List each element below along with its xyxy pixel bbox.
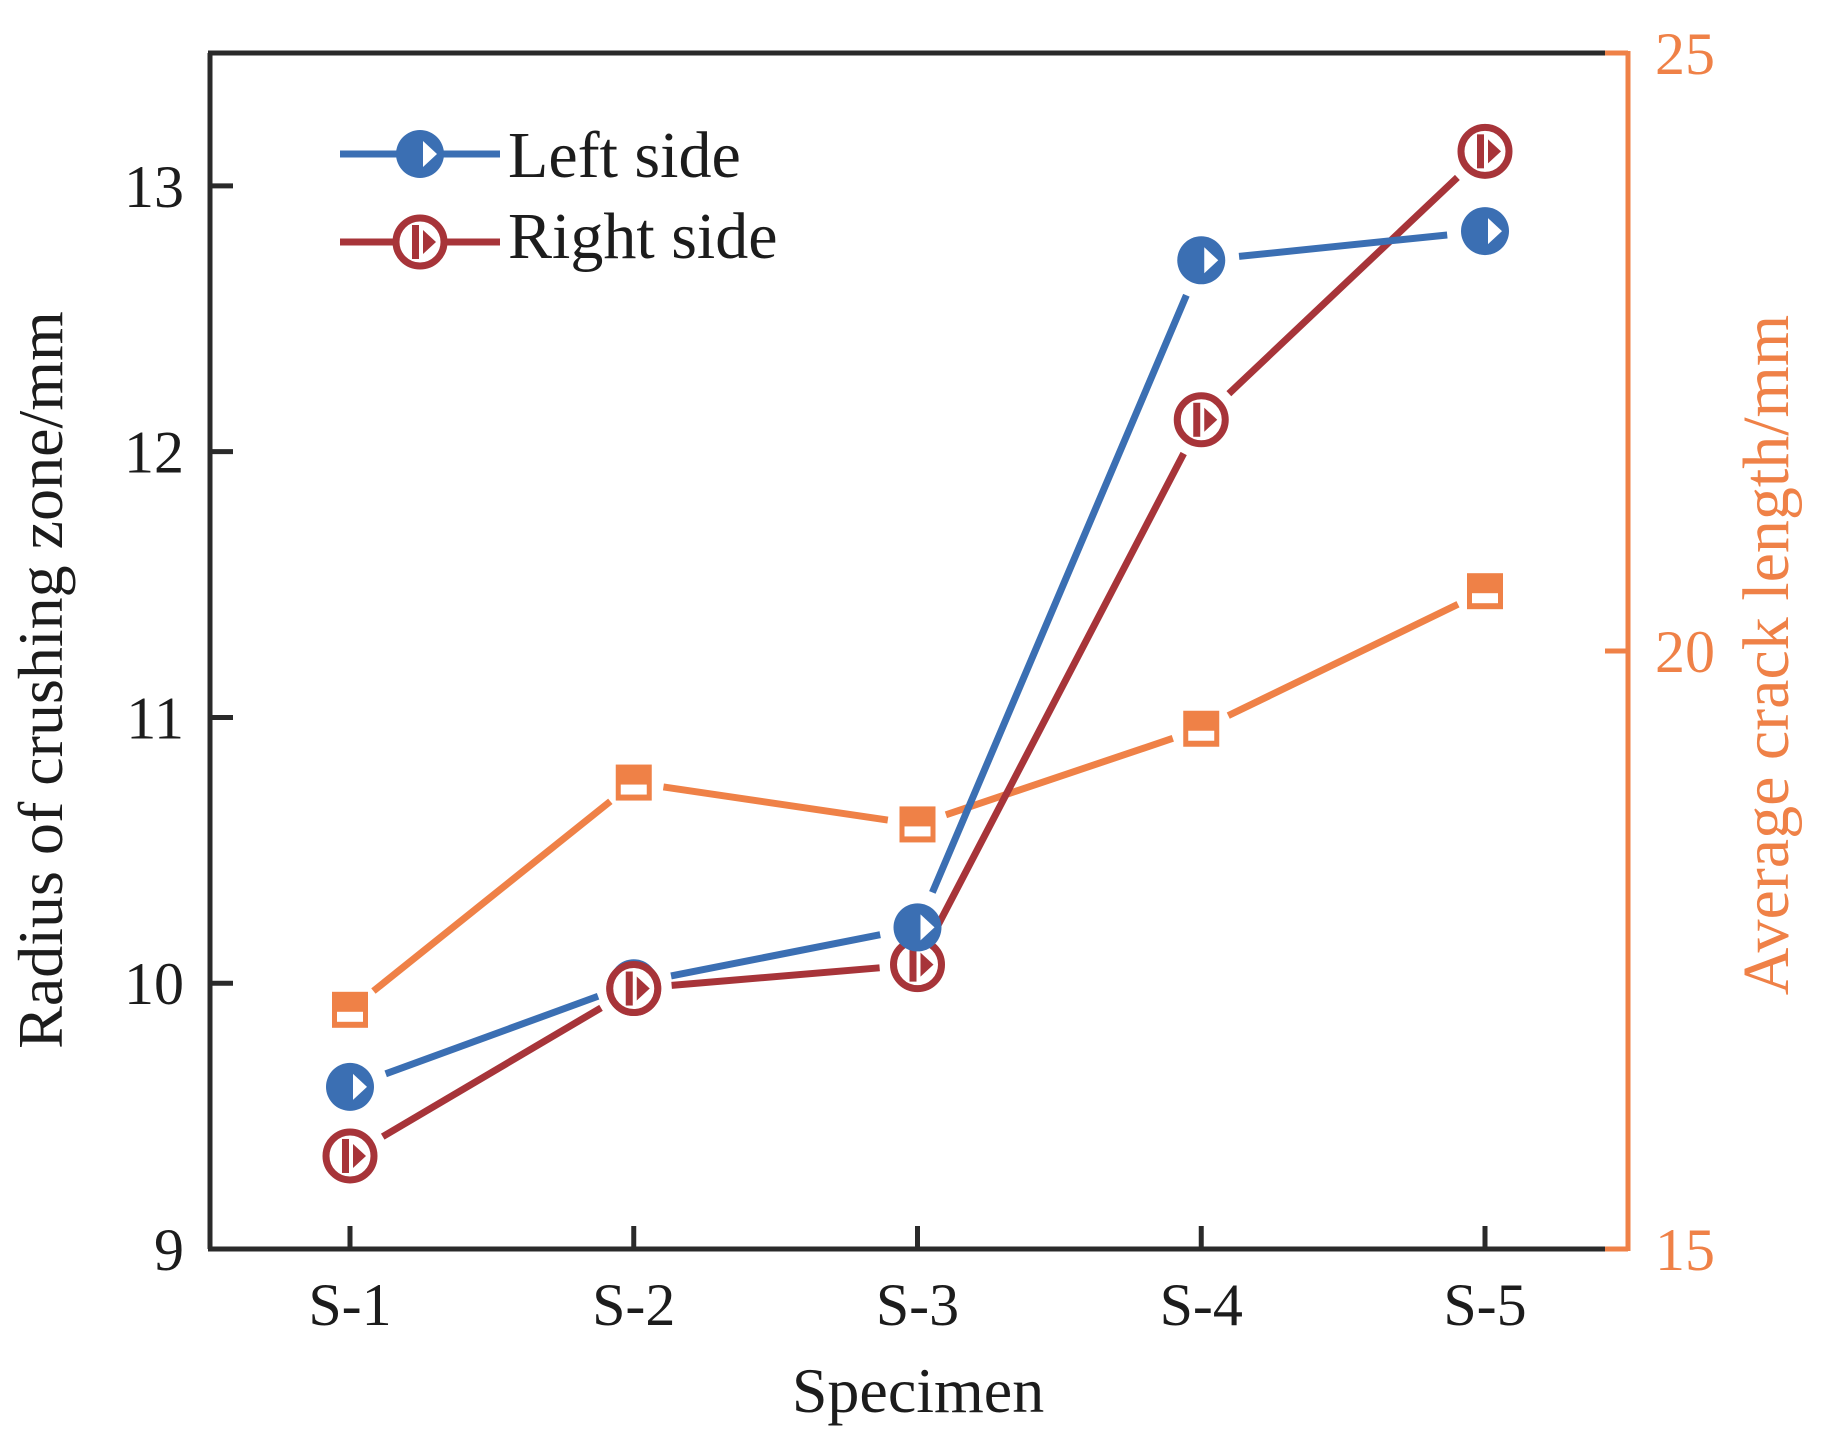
legend-label-right-side: Right side xyxy=(508,200,778,273)
y-right-tick-label: 25 xyxy=(1655,21,1715,87)
marker-circle xyxy=(396,130,444,178)
marker-bar xyxy=(1193,402,1201,437)
legend-item-right-side xyxy=(340,214,500,270)
data-point-right-side-S-5 xyxy=(1457,123,1513,179)
x-axis-title: Specimen xyxy=(792,1355,1044,1426)
data-point-right-side-S-4 xyxy=(1173,392,1229,448)
marker-bar xyxy=(412,225,419,259)
y-axis-title-right: Average crack length/mm xyxy=(1730,315,1803,995)
marker-circle xyxy=(1461,207,1509,256)
data-point-average-crack-length-S-4 xyxy=(1183,710,1220,747)
marker-triangle xyxy=(920,952,934,977)
legend-marker-right-side xyxy=(392,214,448,270)
data-point-left-side-S-4 xyxy=(1177,236,1226,285)
marker-circle xyxy=(392,214,448,270)
marker-square-gap xyxy=(1472,593,1498,604)
data-point-average-crack-length-S-3 xyxy=(899,806,936,843)
marker-triangle xyxy=(353,1073,367,1100)
marker-triangle xyxy=(636,976,650,1001)
marker-bar xyxy=(1477,134,1484,169)
marker-circle xyxy=(322,1128,378,1184)
marker-bar xyxy=(909,947,917,982)
x-tick-label: S-3 xyxy=(876,1272,959,1338)
series-line-left-side xyxy=(384,231,1448,1078)
marker-triangle xyxy=(1488,139,1501,164)
marker-square xyxy=(615,764,652,801)
data-point-left-side-S-1 xyxy=(326,1062,374,1111)
marker-square-gap xyxy=(337,1011,363,1022)
data-point-average-crack-length-S-2 xyxy=(615,764,652,801)
series-segment xyxy=(671,964,880,989)
marker-circle xyxy=(893,903,942,952)
series-segment xyxy=(1226,601,1460,719)
marker-circle xyxy=(1457,123,1513,179)
marker-triangle xyxy=(1204,247,1219,274)
axes: 9 10 11 12 13 15 20 25 S-1 S-2 S-3 S-4 S-5 xyxy=(124,21,1715,1338)
legend-marker-left-side xyxy=(396,130,444,178)
marker-circle xyxy=(1177,236,1226,285)
marker-triangle xyxy=(423,230,436,254)
data-point-average-crack-length-S-5 xyxy=(1467,573,1503,610)
y-left-tick-label: 11 xyxy=(126,685,184,751)
marker-square-gap xyxy=(1188,730,1215,741)
marker-triangle xyxy=(1204,407,1218,432)
marker-square xyxy=(1183,710,1220,747)
y-left-tick-label: 10 xyxy=(124,951,184,1017)
y-axis-title-left: Radius of crushing zone/mm xyxy=(5,311,76,1049)
y-left-tick-label: 12 xyxy=(124,420,184,486)
marker-triangle xyxy=(1488,218,1502,245)
y-left-tick-label: 9 xyxy=(154,1217,184,1283)
marker-square-gap xyxy=(620,784,647,795)
y-right-tick-label: 15 xyxy=(1655,1217,1715,1283)
x-tick-label: S-2 xyxy=(592,1272,675,1338)
series-segment xyxy=(371,798,613,994)
series-segment xyxy=(929,293,1190,894)
data-point-left-side-S-3 xyxy=(893,903,942,952)
series-segment xyxy=(1226,174,1460,397)
marker-bar xyxy=(342,1138,349,1173)
x-tick-label: S-4 xyxy=(1160,1272,1243,1338)
marker-triangle xyxy=(920,914,935,941)
legend-label-left-side: Left side xyxy=(508,119,741,192)
data-series xyxy=(322,123,1513,1184)
marker-triangle xyxy=(423,141,437,167)
marker-triangle xyxy=(353,1143,366,1168)
series-segment xyxy=(670,931,881,980)
series-segment xyxy=(944,735,1174,819)
series-line-right-side xyxy=(380,174,1460,1140)
marker-square xyxy=(1467,573,1503,610)
marker-square xyxy=(332,991,368,1028)
series-segment xyxy=(662,783,889,824)
y-right-tick-label: 20 xyxy=(1655,619,1715,685)
marker-circle xyxy=(1173,392,1229,448)
legend-item-left-side xyxy=(340,130,500,178)
x-tick-label: S-5 xyxy=(1443,1272,1526,1338)
marker-circle xyxy=(326,1062,374,1111)
x-tick-label: S-1 xyxy=(308,1272,391,1338)
marker-square xyxy=(899,806,936,843)
series-segment xyxy=(380,1004,603,1140)
y-left-tick-label: 13 xyxy=(124,154,184,220)
data-point-average-crack-length-S-1 xyxy=(332,991,368,1028)
marker-bar xyxy=(625,971,633,1006)
series-segment xyxy=(1238,231,1448,260)
marker-square-gap xyxy=(904,826,931,837)
series-segment xyxy=(931,451,1187,933)
data-point-left-side-S-5 xyxy=(1461,207,1509,256)
data-point-right-side-S-1 xyxy=(322,1128,378,1184)
marker-circle xyxy=(606,961,662,1017)
series-line-average-crack-length xyxy=(371,601,1460,994)
legend xyxy=(340,130,500,270)
series-segment xyxy=(384,992,600,1078)
data-point-right-side-S-2 xyxy=(606,961,662,1017)
